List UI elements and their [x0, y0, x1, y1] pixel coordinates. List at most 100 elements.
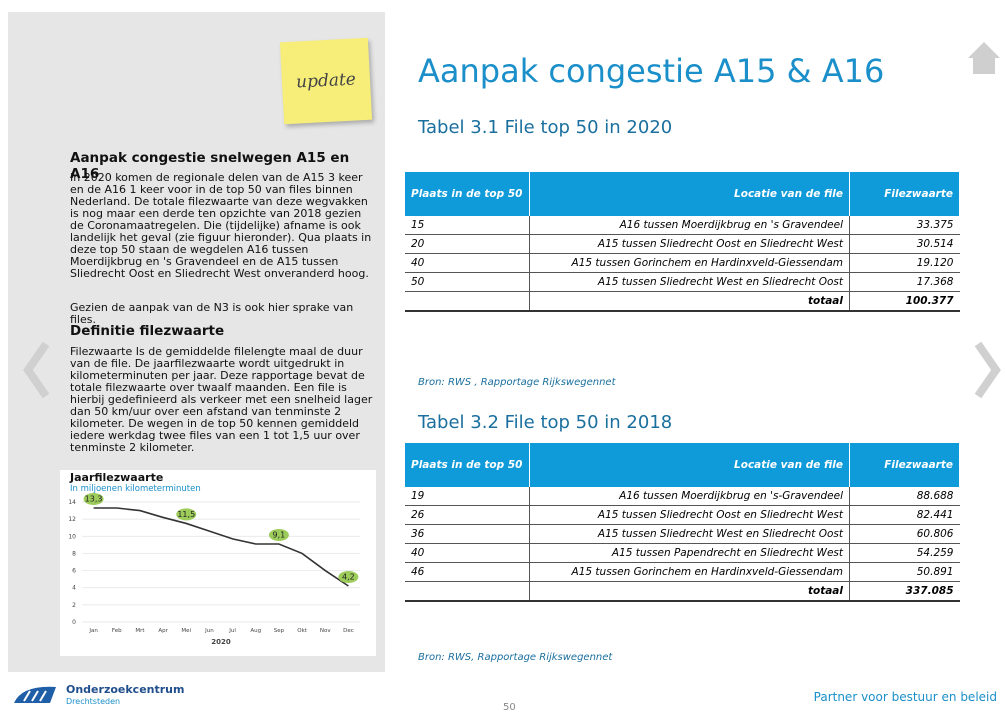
home-icon[interactable] — [966, 40, 1002, 76]
header-row: Plaats in de top 50 Locatie van de file Fi… — [405, 443, 960, 487]
table-cell: 30.514 — [849, 234, 960, 254]
header-cell: Filezwaarte — [849, 443, 960, 487]
data-label: 13,3 — [85, 495, 103, 504]
table-cell: A15 tussen Gorinchem en Hardinxveld-Gies… — [529, 562, 850, 582]
table-source: Bron: RWS, Rapportage Rijkswegennet — [418, 652, 613, 663]
table-cell: 50 — [405, 272, 530, 292]
x-tick-label: Apr — [158, 628, 168, 634]
table-cell: 15 — [405, 216, 530, 235]
chart-subtitle: In miljoenen kilometerminuten — [70, 484, 201, 494]
callout — [338, 571, 359, 583]
data-label: 11,5 — [177, 510, 195, 519]
table-row: 15 A16 tussen Moerdijkbrug en 's Gravende… — [405, 216, 960, 235]
table-row: 40 A15 tussen Gorinchem en Hardinxveld-Gi… — [405, 253, 960, 273]
table-cell: 40 — [405, 543, 530, 563]
table-row: 36 A15 tussen Sliedrecht West en Sliedrec… — [405, 524, 960, 544]
table-cell: 50.891 — [849, 562, 960, 582]
table-cell: 60.806 — [849, 524, 960, 544]
header-cell: Locatie van de file — [529, 172, 850, 216]
table-cell: 26 — [405, 505, 530, 525]
page-title: Aanpak congestie A15 & A16 — [418, 52, 885, 90]
file-table: Plaats in de top 50 Locatie van de file Fi… — [405, 443, 960, 602]
total-row: totaal 100.377 — [405, 291, 960, 312]
table-caption: Tabel 3.1 File top 50 in 2020 — [418, 117, 673, 138]
org-sub: Drechtsteden — [66, 697, 121, 706]
y-tick-label: 14 — [68, 499, 76, 506]
tagline: Partner voor bestuur en beleid — [813, 690, 997, 704]
x-tick-label: Dec — [343, 628, 354, 634]
y-tick-label: 8 — [72, 550, 76, 557]
table-cell: A15 tussen Sliedrecht Oost en Sliedrecht… — [529, 234, 850, 254]
table-row: 40 A15 tussen Papendrecht en Sliedrecht W… — [405, 543, 960, 563]
table-cell: A16 tussen Moerdijkbrug en 's Gravendeel — [529, 216, 850, 235]
y-tick-label: 6 — [72, 568, 76, 575]
table-cell — [405, 581, 530, 602]
header-cell: Plaats in de top 50 — [405, 443, 530, 487]
table-cell: 17.368 — [849, 272, 960, 292]
x-tick-label: Sep — [274, 628, 285, 634]
table-cell: A15 tussen Gorinchem en Hardinxveld-Gies… — [529, 253, 850, 273]
x-axis-label: 2020 — [211, 638, 231, 646]
sticky-note: update — [279, 37, 373, 125]
table-cell: 88.688 — [849, 487, 960, 506]
prev-arrow[interactable] — [22, 340, 52, 400]
data-label: 9,1 — [273, 531, 286, 540]
data-line — [93, 507, 349, 587]
y-tick-label: 10 — [68, 533, 76, 540]
callout — [176, 508, 197, 521]
org-name: Onderzoekcentrum — [66, 683, 185, 696]
header-cell: Filezwaarte — [849, 172, 960, 216]
total-cell: totaal — [529, 291, 850, 312]
sidebar-paragraph: In 2020 komen de regionale delen van de … — [70, 171, 372, 280]
table-row: 26 A15 tussen Sliedrecht Oost en Sliedrec… — [405, 505, 960, 525]
table-cell: 46 — [405, 562, 530, 582]
table-cell: 36 — [405, 524, 530, 544]
callout — [83, 493, 104, 505]
table-cell: A15 tussen Sliedrecht West en Sliedrecht… — [529, 524, 850, 544]
x-tick-label: Mrt — [135, 628, 145, 634]
y-tick-label: 2 — [72, 602, 76, 609]
callout — [268, 529, 289, 541]
table-row: 50 A15 tussen Sliedrecht West en Sliedrec… — [405, 272, 960, 292]
total-cell: 337.085 — [849, 581, 960, 602]
chart-title: Jaarfilezwaarte — [69, 471, 163, 484]
table-cell: 33.375 — [849, 216, 960, 235]
table-cell: A15 tussen Sliedrecht Oost en Sliedrecht… — [529, 505, 850, 525]
logo-mark — [14, 686, 56, 703]
x-tick-label: Mei — [181, 628, 191, 634]
y-tick-label: 4 — [72, 585, 76, 592]
table-cell: 54.259 — [849, 543, 960, 563]
table-cell — [405, 291, 530, 312]
sidebar-paragraph: Gezien de aanpak van de N3 is ook hier s… — [70, 301, 354, 326]
table-row: 20 A15 tussen Sliedrecht Oost en Sliedrec… — [405, 234, 960, 254]
total-cell: totaal — [529, 581, 850, 602]
y-tick-label: 0 — [72, 619, 76, 626]
header-cell: Locatie van de file — [529, 443, 850, 487]
definition-heading: Definitie filezwaarte — [70, 323, 225, 339]
table-source: Bron: RWS , Rapportage Rijkswegennet — [418, 377, 616, 388]
page-number: 50 — [503, 702, 516, 713]
x-tick-label: Okt — [297, 628, 308, 634]
x-tick-label: Feb — [112, 628, 122, 634]
definition-text: Filezwaarte Is de gemiddelde filelengte … — [70, 345, 373, 454]
total-cell: 100.377 — [849, 291, 960, 312]
table-cell: 82.441 — [849, 505, 960, 525]
table-cell: 19 — [405, 487, 530, 506]
sidebar-heading: Aanpak congestie snelwegen A15 en A16 — [70, 150, 350, 182]
total-row: totaal 337.085 — [405, 581, 960, 602]
y-tick-label: 12 — [68, 516, 76, 523]
next-arrow[interactable] — [972, 340, 1002, 400]
table-cell: A15 tussen Sliedrecht West en Sliedrecht… — [529, 272, 850, 292]
x-tick-label: Jul — [228, 628, 236, 634]
header-cell: Plaats in de top 50 — [405, 172, 530, 216]
x-tick-label: Aug — [250, 628, 261, 634]
table-cell: A15 tussen Papendrecht en Sliedrecht Wes… — [529, 543, 850, 563]
table-cell: 19.120 — [849, 253, 960, 273]
x-tick-label: Nov — [320, 628, 331, 634]
x-tick-label: Jun — [204, 628, 214, 634]
table-row: 46 A15 tussen Gorinchem en Hardinxveld-Gi… — [405, 562, 960, 582]
x-tick-label: Jan — [88, 628, 98, 634]
table-row: 19 A16 tussen Moerdijkbrug en 's-Gravende… — [405, 487, 960, 506]
